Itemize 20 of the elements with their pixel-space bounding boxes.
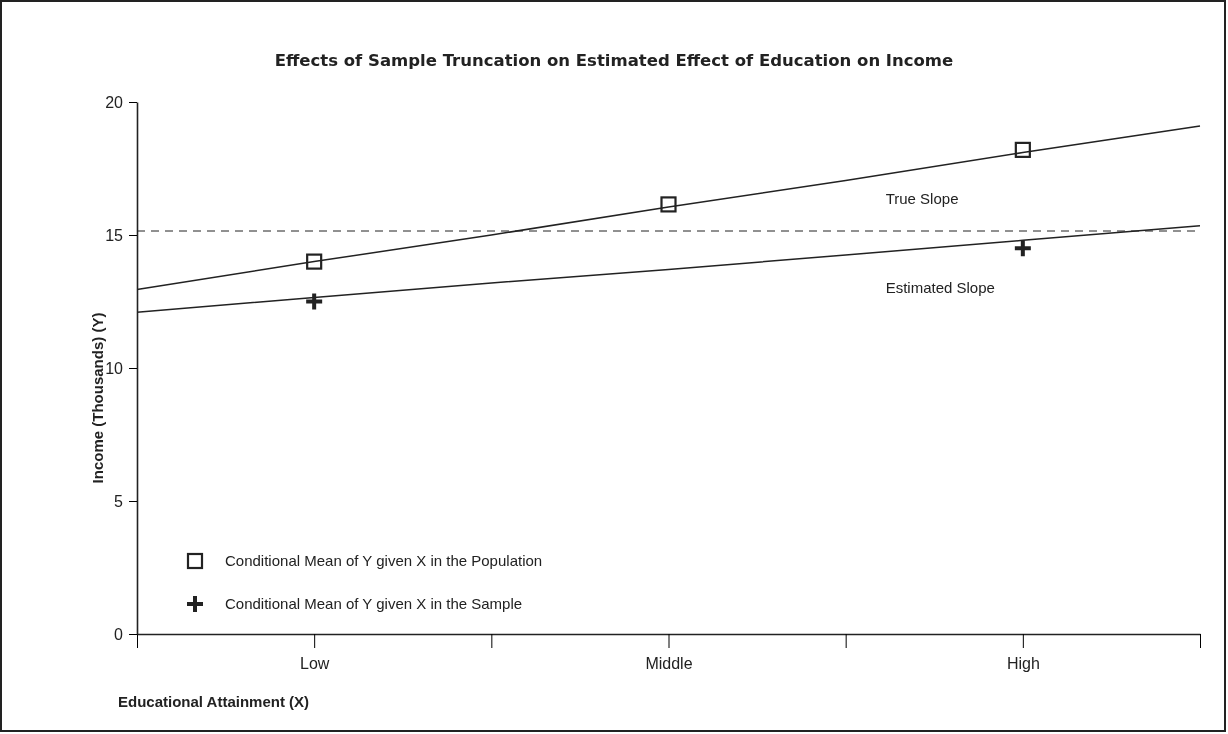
point	[1014, 141, 1031, 158]
x-axis-title: Educational Attainment (X)	[118, 693, 310, 710]
point	[660, 196, 677, 213]
chart-title: Effects of Sample Truncation on Estimated Effect of Education on Income	[274, 51, 954, 70]
y-tick-label: 15	[105, 226, 124, 244]
x-tick-label: High	[1006, 655, 1040, 673]
point	[1012, 238, 1033, 259]
legend-label: Conditional Mean of Y given X in the Sample	[225, 595, 523, 612]
y-tick-label: 5	[114, 492, 124, 510]
y-tick-label: 10	[105, 359, 124, 377]
y-axis-title: Income (Thousands) (Y)	[89, 312, 106, 484]
point	[306, 253, 323, 270]
x-tick-label: Middle	[645, 655, 693, 673]
point	[304, 291, 325, 312]
y-tick-label: 20	[105, 93, 124, 111]
legend-label: Conditional Mean of Y given X in the Population	[225, 552, 543, 569]
series-label: True Slope	[885, 190, 959, 208]
y-tick-label: 0	[114, 625, 124, 643]
x-tick-label: Low	[299, 655, 330, 673]
series-label: Estimated Slope	[885, 278, 995, 296]
